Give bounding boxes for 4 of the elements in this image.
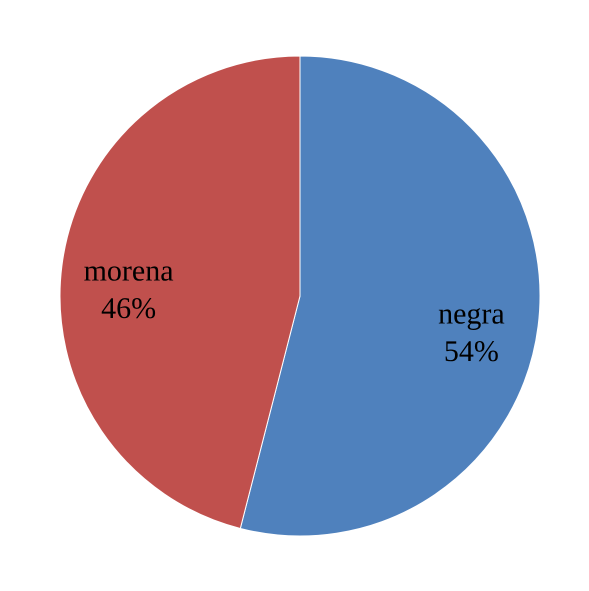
slice-label: negra (438, 298, 505, 331)
data-label: 54% (444, 335, 499, 368)
slice-label: morena (84, 254, 174, 288)
data-label: 46% (101, 292, 156, 325)
